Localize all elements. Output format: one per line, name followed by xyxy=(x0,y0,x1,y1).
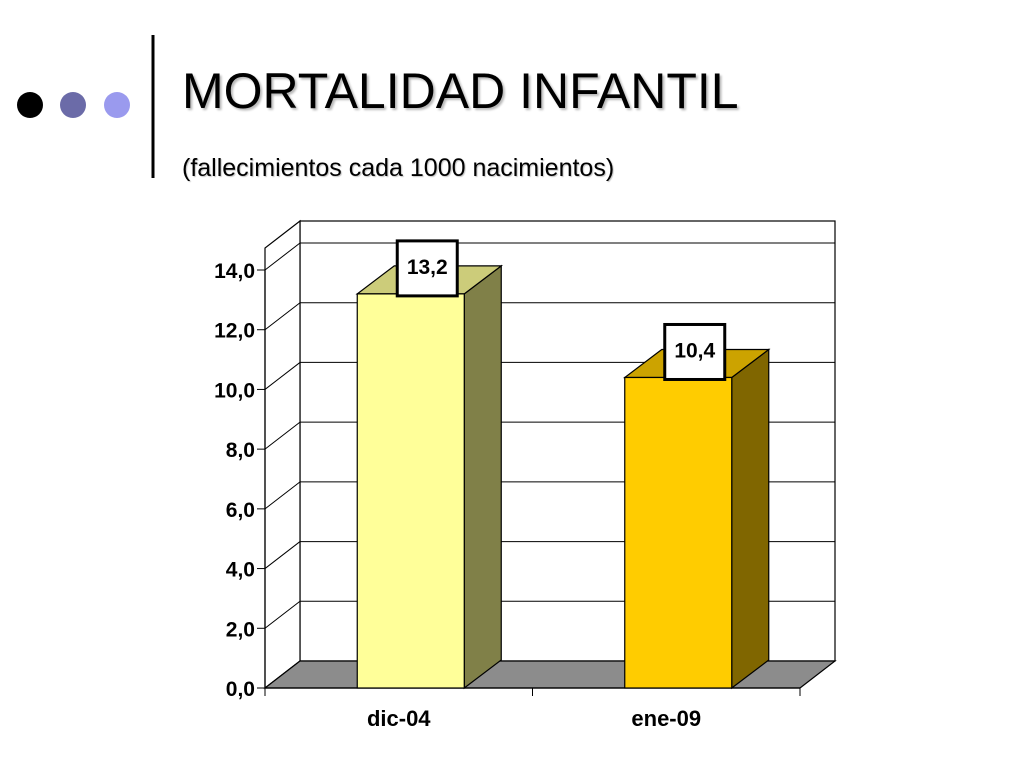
side-gridline xyxy=(264,362,301,390)
y-tick-label: 0,0 xyxy=(226,678,255,701)
data-label-box xyxy=(663,322,727,381)
side-gridline xyxy=(264,541,301,569)
side-gridline xyxy=(264,421,301,450)
y-tick-label: 2,0 xyxy=(226,618,255,641)
y-tick-label: 8,0 xyxy=(226,439,255,462)
slide-title: MORTALIDAD INFANTIL xyxy=(182,63,739,119)
data-label: 13,2 xyxy=(407,256,448,279)
data-label-box xyxy=(395,239,459,298)
y-tick-label: 10,0 xyxy=(214,379,255,402)
x-tick-label: ene-09 xyxy=(631,706,701,731)
bar-side xyxy=(731,348,770,690)
side-gridline xyxy=(264,600,301,629)
bullet-dot-3 xyxy=(104,92,130,118)
side-gridline xyxy=(264,242,301,271)
bar xyxy=(356,293,465,689)
x-tick-label: dic-04 xyxy=(367,706,431,731)
bullet-dot-1 xyxy=(17,92,43,118)
bar xyxy=(624,376,733,689)
bar-side xyxy=(463,264,502,690)
side-gridline xyxy=(264,302,301,331)
side-gridline xyxy=(264,481,301,510)
data-label: 10,4 xyxy=(674,339,715,362)
slide-subtitle: (fallecimientos cada 1000 nacimientos) xyxy=(182,154,615,182)
bullet-dot-2 xyxy=(60,92,86,118)
y-tick-label: 12,0 xyxy=(214,320,255,343)
y-tick-label: 6,0 xyxy=(226,499,255,522)
y-tick-label: 14,0 xyxy=(214,260,255,283)
y-tick-label: 4,0 xyxy=(226,559,255,582)
chart-side-wall xyxy=(264,219,301,690)
